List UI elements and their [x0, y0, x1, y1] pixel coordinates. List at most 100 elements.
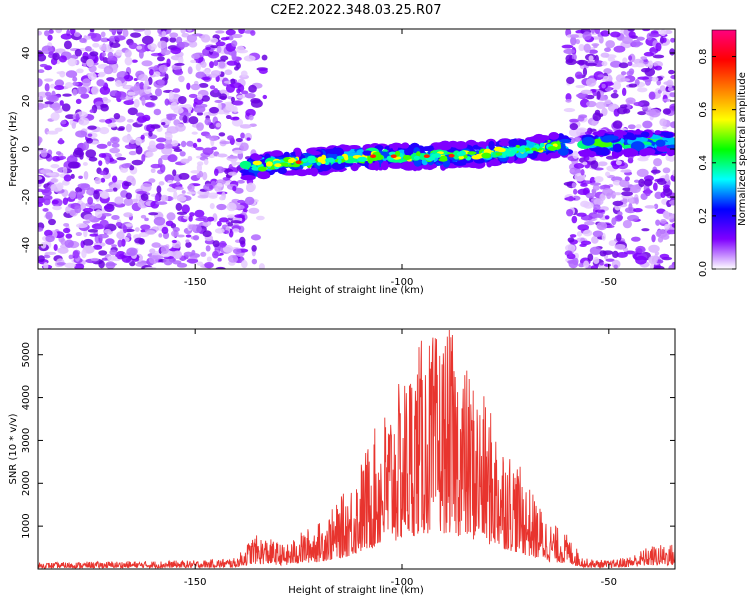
y-tick-label: 5000 [21, 342, 32, 367]
heatmap-cell [250, 155, 263, 161]
heatmap-cell [488, 140, 495, 151]
heatmap-cell [262, 94, 268, 100]
heatmap-cell [138, 49, 144, 59]
heatmap-cell [576, 59, 588, 65]
heatmap-cell [164, 98, 170, 106]
heatmap-cell [671, 222, 675, 228]
heatmap-cell [310, 167, 319, 177]
heatmap-cell [186, 258, 199, 264]
y-tick-label: 3000 [21, 428, 32, 453]
heatmap-cell [144, 29, 152, 36]
heatmap-cell [569, 234, 577, 238]
heatmap-cell [56, 71, 66, 75]
heatmap-cell [107, 141, 112, 147]
heatmap-cell [595, 101, 607, 109]
heatmap-cell [637, 76, 650, 80]
heatmap-cell [136, 45, 143, 50]
heatmap-cell [672, 169, 675, 177]
heatmap-cell [52, 52, 60, 61]
heatmap-cell [129, 165, 135, 171]
heatmap-cell [633, 101, 644, 107]
colorbar-title: Normalized spectral amplitude [737, 72, 748, 226]
heatmap-cell [654, 65, 663, 71]
heatmap-cell [204, 261, 214, 269]
heatmap-cell [79, 37, 87, 43]
heatmap-cell [56, 182, 64, 191]
x-tick-label: -50 [601, 577, 617, 588]
heatmap-cell [176, 234, 185, 238]
heatmap-cell [380, 160, 389, 171]
heatmap-cell [616, 251, 628, 258]
heatmap-cell [202, 147, 214, 156]
heatmap-cell [668, 264, 675, 269]
heatmap-cell [234, 187, 244, 194]
heatmap-cell [610, 92, 619, 99]
heatmap-cell [43, 254, 51, 259]
heatmap-cell [150, 168, 156, 174]
heatmap-cell [148, 130, 153, 137]
heatmap-cell [165, 113, 178, 117]
heatmap-cell [616, 214, 624, 221]
heatmap-cell [656, 79, 662, 86]
heatmap-cell [456, 152, 465, 157]
heatmap-cell [362, 150, 373, 156]
heatmap-cell [191, 131, 198, 135]
heatmap-cell [161, 226, 169, 235]
heatmap-cell [129, 139, 136, 145]
heatmap-cell [99, 43, 111, 51]
heatmap-cell [569, 123, 578, 131]
heatmap-cell [668, 137, 675, 145]
heatmap-cell [116, 231, 125, 239]
heatmap-cell [392, 142, 399, 152]
heatmap-cell [143, 83, 148, 90]
heatmap-cell [244, 92, 256, 99]
heatmap-cell [326, 148, 341, 155]
heatmap-cell [62, 93, 72, 97]
x-tick-label: -50 [601, 277, 617, 288]
heatmap-cell [142, 114, 151, 122]
heatmap-cell [112, 187, 118, 192]
heatmap-cell [344, 156, 349, 161]
heatmap-cell [373, 160, 380, 171]
heatmap-cell [209, 37, 219, 44]
heatmap-cell [111, 244, 117, 248]
heatmap-cell [557, 147, 569, 156]
heatmap-cell [642, 120, 653, 129]
heatmap-cell [569, 34, 580, 39]
heatmap-cell [157, 40, 168, 49]
heatmap-cell [176, 195, 187, 202]
heatmap-cell [283, 151, 291, 159]
heatmap-cell [50, 178, 59, 183]
heatmap-cell [655, 219, 661, 226]
heatmap-cell [75, 113, 80, 123]
heatmap-cell [612, 81, 622, 90]
heatmap-cell [625, 97, 636, 105]
heatmap-cell [664, 223, 670, 230]
heatmap-cell [580, 89, 593, 95]
heatmap-cell [604, 47, 611, 52]
heatmap-cell [654, 191, 663, 200]
heatmap-cell [209, 202, 215, 210]
heatmap-cell [59, 100, 64, 106]
chart-title: C2E2.2022.348.03.25.R07 [270, 3, 441, 18]
heatmap-cell [122, 29, 129, 38]
heatmap-cell [135, 145, 143, 155]
heatmap-cell [117, 239, 123, 248]
heatmap-cell [565, 93, 572, 102]
heatmap-cell [148, 212, 159, 216]
heatmap-cell [571, 182, 577, 189]
heatmap-cell [121, 163, 131, 169]
heatmap-cell [202, 171, 208, 181]
heatmap-cell [175, 202, 183, 211]
heatmap-cell [153, 216, 166, 226]
heatmap-cell [416, 151, 421, 157]
heatmap-cell [640, 56, 647, 60]
heatmap-cell [669, 92, 675, 98]
heatmap-cell [46, 130, 59, 135]
heatmap-cell [127, 91, 136, 96]
heatmap-cell [508, 138, 519, 146]
heatmap-cell [225, 103, 235, 111]
heatmap-cell [244, 196, 255, 206]
heatmap-cell [585, 77, 597, 87]
heatmap-cell [610, 31, 621, 38]
